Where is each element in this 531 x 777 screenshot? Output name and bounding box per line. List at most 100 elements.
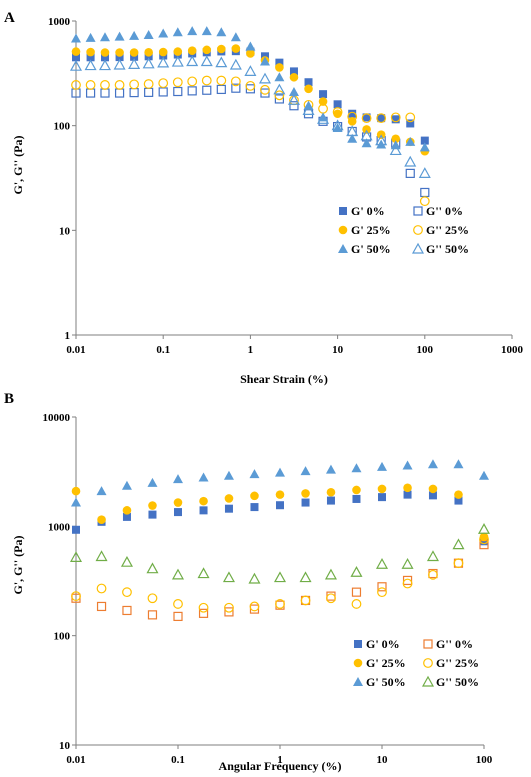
panel-a-point [245, 84, 255, 94]
panel-a-point [114, 31, 125, 41]
panel-b-point [97, 515, 106, 524]
panel-b-point [69, 551, 83, 562]
panel-a-point [317, 113, 330, 124]
panel-b-point [148, 501, 157, 510]
panel-b-point [199, 506, 208, 515]
panel-a-point [244, 65, 257, 76]
panel-a-point [85, 80, 96, 90]
panel-b-point [452, 538, 465, 550]
panel-a-point [100, 48, 110, 57]
panel-b-point [377, 461, 387, 471]
panel-b-x-tick-label: 1 [277, 754, 283, 766]
panel-a-point [113, 58, 126, 70]
panel-b-point [250, 503, 259, 512]
panel-a-point [99, 32, 110, 42]
panel-a-point [71, 47, 81, 56]
panel-b-point [249, 601, 260, 612]
panel-a-point [200, 55, 213, 67]
panel-a-legend-label: G'' 0% [426, 204, 463, 218]
panel-a-point [158, 47, 168, 57]
panel-a-point [71, 33, 81, 43]
panel-a-point [86, 47, 95, 57]
panel-b-legend-marker [354, 640, 362, 648]
panel-b-point [275, 599, 285, 609]
panel-b-point [275, 490, 285, 499]
panel-b-point [122, 605, 132, 616]
panel-a-point [275, 58, 284, 67]
panel-a-point [216, 84, 226, 95]
panel-b-point [174, 508, 182, 517]
panel-b-point [299, 571, 312, 583]
panel-a-point [361, 138, 372, 148]
panel-a-point [100, 53, 109, 62]
panel-b-point [454, 496, 463, 505]
panel-a-point [202, 45, 212, 55]
panel-a-point [143, 79, 154, 89]
panel-a-point [318, 97, 328, 106]
panel-a-point [331, 119, 344, 131]
panel-b-point [477, 523, 491, 534]
panel-a-point [84, 59, 97, 71]
panel-a-x-tick-label: 10 [332, 344, 344, 356]
panel-a-y-tick-label: 1000 [48, 16, 71, 28]
panel-b-series-gpp-25 [71, 534, 489, 613]
panel-b-point [326, 487, 336, 497]
panel-a-point [362, 125, 371, 134]
panel-a-point [171, 55, 184, 67]
panel-a-point [360, 129, 373, 141]
panel-a-point [362, 113, 371, 122]
panel-a-legend-marker [339, 207, 347, 215]
panel-a-point [85, 88, 96, 98]
panel-a-series-gpp-50 [69, 55, 431, 178]
panel-a-x-tick-label: 0.01 [66, 344, 85, 356]
panel-a-point [186, 55, 199, 67]
panel-a-point [215, 56, 228, 68]
panel-b-point [173, 599, 183, 609]
panel-b-point [428, 491, 437, 500]
panel-b-point [454, 490, 463, 499]
panel-a-legend: G' 0% G'' 0% G' 25% G'' 25% G' 50% G'' 50% [338, 204, 469, 256]
panel-a-point [259, 56, 270, 66]
panel-a-point [275, 63, 284, 72]
panel-b-point [324, 568, 337, 580]
panel-a-point [302, 104, 315, 115]
panel-b-legend-marker [423, 658, 433, 668]
panel-a-point [187, 46, 197, 56]
panel-a-point [115, 53, 124, 62]
panel-b-point [173, 498, 183, 507]
panel-b-legend-marker [353, 658, 363, 668]
panel-b-point [276, 501, 284, 510]
panel-a-point [229, 58, 242, 70]
panel-a-point [304, 78, 313, 87]
panel-b-point [96, 486, 107, 496]
panel-a-point [406, 119, 415, 128]
panel-a-point [260, 84, 270, 95]
panel-a-point [376, 113, 387, 124]
panel-a-point [273, 83, 286, 95]
panel-b-x-tick-label: 10 [377, 754, 389, 766]
panel-a-x-tick-label: 1 [248, 344, 254, 356]
panel-b-point [273, 571, 287, 583]
panel-b-point [427, 459, 438, 469]
panel-a-point [245, 41, 256, 51]
panel-a-point [216, 27, 227, 37]
panel-a-point [289, 67, 298, 76]
panel-a-legend-label: G' 25% [351, 223, 391, 237]
panel-b-point [428, 484, 438, 494]
panel-b-point [147, 593, 158, 604]
panel-b-legend-label: G' 50% [366, 675, 406, 689]
panel-b-legend: G' 0% G'' 0% G' 25% G'' 25% G' 50% G'' 50% [353, 637, 479, 689]
panel-b-point [403, 490, 412, 499]
panel-a-series-gpp-25 [71, 75, 430, 207]
panel-b-point [122, 506, 132, 515]
panel-b-point [300, 466, 311, 476]
panel-b-point [122, 587, 132, 598]
panel-b-legend-label: G'' 50% [436, 675, 479, 689]
panel-b-y-tick-label: 10000 [43, 412, 71, 424]
panel-a-point [274, 94, 284, 104]
panel-b-point [479, 470, 489, 480]
panel-a-point [274, 90, 285, 101]
panel-b-point [428, 569, 438, 580]
panel-a-x-tick-label: 0.1 [156, 344, 170, 356]
panel-b-point [198, 472, 209, 482]
